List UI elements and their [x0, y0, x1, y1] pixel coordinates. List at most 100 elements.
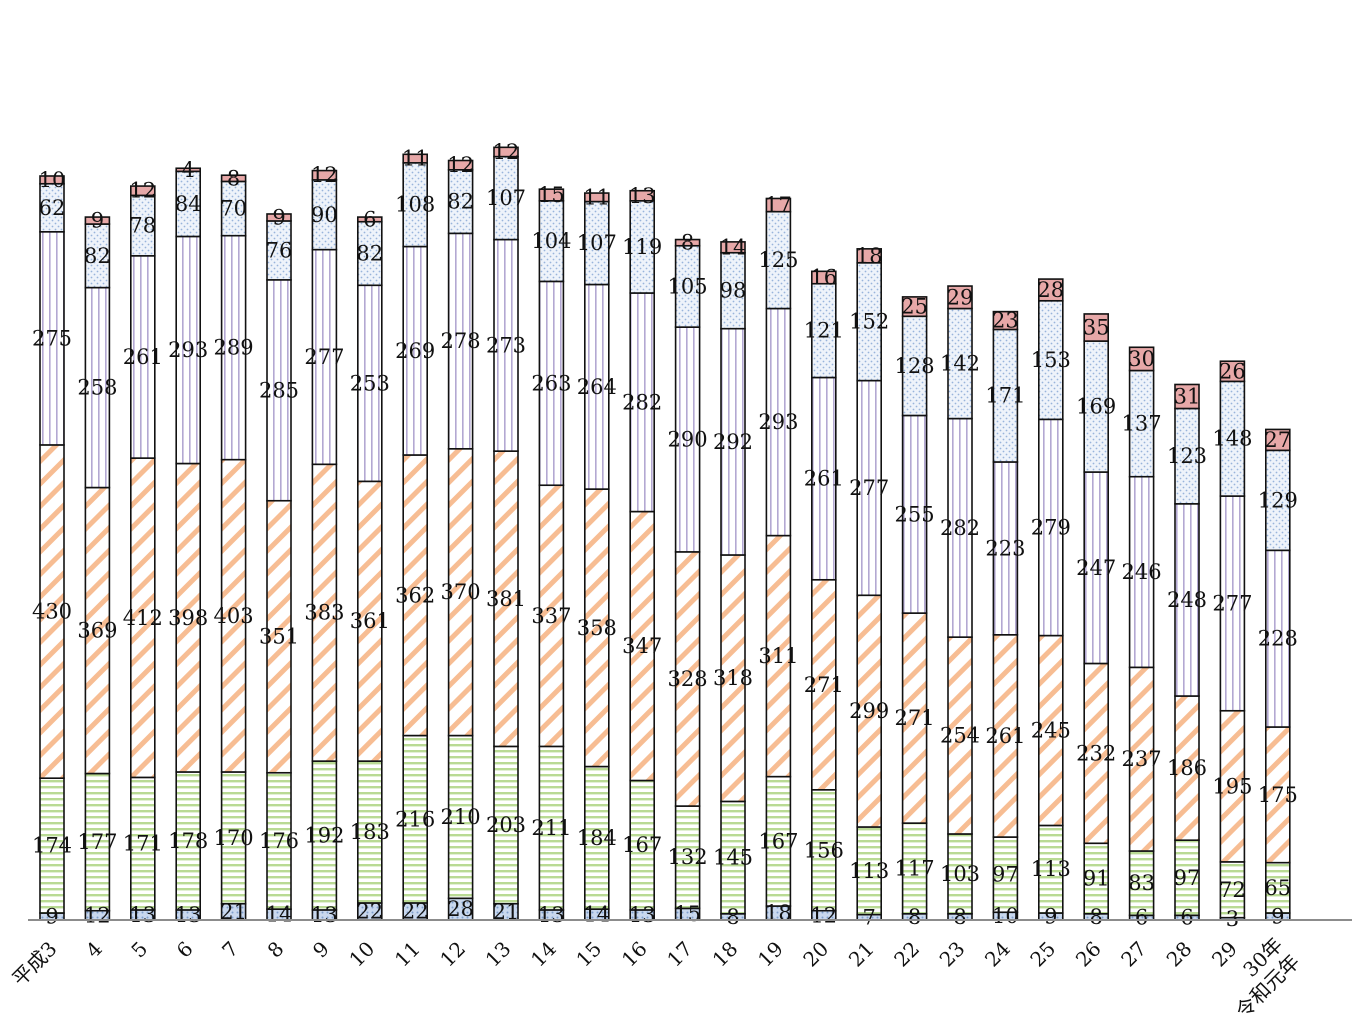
bar-segment-s2-10	[493, 745, 519, 905]
value-label-s1-17: 12	[810, 903, 837, 927]
value-label-s1-23: 8	[1090, 905, 1103, 929]
bar-segment-s6-11	[538, 188, 565, 202]
bar-segment-s5-13	[629, 200, 656, 294]
bar-segment-s6-4	[220, 174, 247, 183]
bar-segment-s6-24	[1128, 346, 1155, 372]
value-label-s2-26: 72	[1219, 878, 1246, 902]
value-label-s4-25: 248	[1167, 588, 1207, 612]
value-label-s6-18: 18	[856, 244, 883, 268]
value-label-s2-19: 117	[895, 856, 935, 880]
value-label-s5-6: 90	[311, 203, 338, 227]
bar-segment-s6-21	[992, 310, 1019, 331]
bar-segment-s3-18	[856, 594, 883, 828]
value-label-s4-27: 228	[1258, 627, 1298, 651]
value-label-s5-17: 121	[804, 319, 844, 343]
bar-segment-s6-17	[810, 270, 837, 285]
bar-segment-s3-20	[947, 636, 973, 835]
value-label-s4-5: 285	[259, 378, 299, 402]
x-tick-label-13: 16	[617, 937, 652, 972]
value-label-s4-12: 264	[577, 375, 617, 399]
value-label-s6-12: 11	[583, 185, 610, 209]
bar-segment-s2-24	[1128, 850, 1155, 917]
value-label-s3-12: 358	[577, 616, 617, 640]
bar-segment-s4-6	[311, 248, 338, 466]
bar-segment-s6-18	[856, 248, 883, 264]
value-label-s2-13: 167	[622, 833, 662, 857]
value-label-s4-23: 247	[1076, 556, 1116, 580]
value-label-s1-3: 13	[175, 903, 202, 927]
x-tick-label-24: 27	[1116, 937, 1151, 972]
value-label-s5-21: 171	[985, 384, 1025, 408]
value-label-s6-6: 12	[311, 163, 338, 187]
bar-segment-s6-12	[583, 192, 610, 203]
value-label-s6-7: 6	[363, 207, 376, 231]
bar-segment-s3-16	[765, 534, 792, 778]
bar-segment-s6-10	[493, 146, 519, 158]
value-label-s4-6: 277	[304, 345, 344, 369]
value-label-s5-10: 107	[486, 186, 526, 210]
value-label-s3-1: 369	[77, 619, 117, 643]
value-label-s3-4: 403	[214, 604, 254, 628]
x-tick-label-18: 21	[844, 937, 879, 972]
value-label-s6-16: 17	[765, 193, 792, 217]
value-label-s1-20: 8	[953, 905, 966, 929]
bar-segment-s6-5	[266, 213, 292, 222]
bar-segment-s2-12	[583, 765, 610, 910]
value-label-s1-13: 13	[629, 903, 656, 927]
value-label-s4-17: 261	[804, 467, 844, 491]
value-label-s2-2: 171	[123, 832, 163, 856]
x-tick-label-25: 28	[1162, 937, 1197, 972]
value-label-s6-3: 4	[182, 158, 195, 182]
bar-segment-s4-13	[629, 292, 656, 513]
value-label-s4-9: 278	[441, 329, 481, 353]
x-tick-label-26: 29	[1207, 937, 1242, 972]
x-tick-label-4: 7	[217, 937, 243, 963]
value-label-s1-14: 15	[674, 902, 701, 926]
value-label-s4-22: 279	[1031, 515, 1071, 539]
value-label-s1-1: 12	[84, 903, 111, 927]
value-label-s1-2: 13	[129, 903, 156, 927]
bar-segment-s4-21	[992, 461, 1019, 636]
bar-segment-s6-27	[1265, 428, 1291, 452]
bar-segment-s2-7	[356, 760, 383, 904]
value-label-s5-15: 98	[720, 279, 747, 303]
bar-segment-s5-8	[402, 162, 429, 248]
value-label-s5-4: 70	[220, 197, 247, 221]
bar-segment-s5-1	[84, 223, 111, 289]
value-label-s1-18: 7	[863, 905, 876, 929]
bar-segment-s3-15	[720, 554, 746, 803]
value-label-s5-8: 108	[395, 193, 435, 217]
bar-segment-s4-12	[583, 283, 610, 490]
bar-segment-s2-6	[311, 760, 338, 911]
bar-segment-s6-19	[901, 296, 928, 318]
bar-segment-s6-14	[674, 238, 701, 247]
value-label-s1-22: 9	[1044, 905, 1057, 929]
bar-segment-s6-7	[356, 216, 383, 223]
bar-segment-s5-24	[1128, 369, 1155, 478]
value-label-s6-15: 14	[720, 235, 747, 259]
bar-segment-s6-23	[1083, 313, 1109, 342]
value-label-s3-18: 299	[849, 699, 889, 723]
value-label-s3-6: 383	[304, 601, 344, 625]
bar-segment-s4-14	[674, 326, 701, 553]
value-label-s6-1: 9	[91, 209, 104, 233]
value-label-s2-10: 203	[486, 813, 526, 837]
x-tick-label-14: 17	[662, 937, 697, 972]
value-label-s3-17: 271	[804, 673, 844, 697]
value-label-s5-19: 128	[895, 354, 935, 378]
value-label-s1-24: 6	[1135, 906, 1148, 930]
value-label-s1-21: 10	[992, 904, 1019, 928]
bar-segment-s4-15	[720, 327, 746, 556]
value-label-s4-15: 292	[713, 430, 753, 454]
value-label-s4-4: 289	[214, 336, 254, 360]
x-tick-label-8: 11	[390, 937, 425, 972]
value-label-s3-2: 412	[123, 606, 163, 630]
value-label-s5-3: 84	[175, 192, 202, 216]
value-label-s6-0: 10	[39, 168, 66, 192]
value-label-s4-14: 290	[668, 428, 708, 452]
x-tick-label-10: 13	[481, 937, 516, 972]
value-label-s6-10: 12	[493, 140, 520, 164]
bar-segment-s4-0	[39, 231, 65, 446]
value-label-s3-10: 381	[486, 587, 526, 611]
bar-segment-s2-3	[175, 771, 201, 911]
